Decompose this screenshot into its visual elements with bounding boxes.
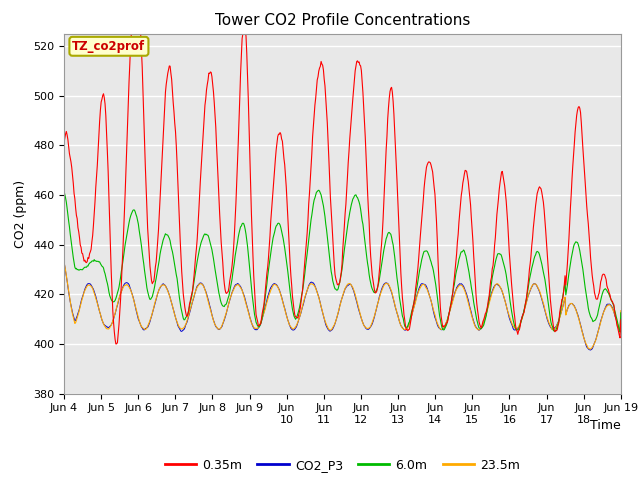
Legend: 0.35m, CO2_P3, 6.0m, 23.5m: 0.35m, CO2_P3, 6.0m, 23.5m [160,454,525,477]
Title: Tower CO2 Profile Concentrations: Tower CO2 Profile Concentrations [214,13,470,28]
Text: Time: Time [590,419,621,432]
Y-axis label: CO2 (ppm): CO2 (ppm) [15,180,28,248]
Text: TZ_co2prof: TZ_co2prof [72,40,145,53]
